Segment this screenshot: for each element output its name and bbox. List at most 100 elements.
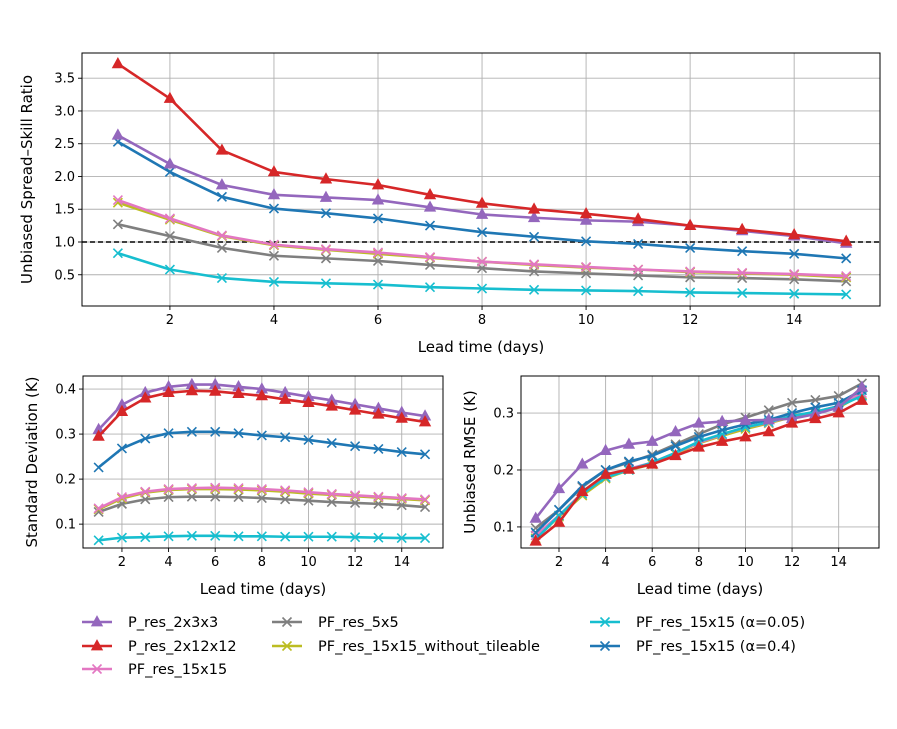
data-point xyxy=(685,287,696,298)
y-tick-label: 0.2 xyxy=(493,463,514,478)
data-point xyxy=(737,288,748,299)
data-point xyxy=(685,242,696,253)
data-point xyxy=(326,438,337,449)
data-point xyxy=(424,259,436,270)
data-point xyxy=(622,462,636,474)
data-point xyxy=(280,486,291,497)
subplot-3: 2 4 6 8 10 12 14 0.1 0.2 0.3 Lead time (days) Unbia… xyxy=(461,375,880,598)
data-point xyxy=(256,531,267,542)
axes-frame xyxy=(82,375,444,549)
legend-label: PF_res_15x15 xyxy=(128,662,227,678)
data-point xyxy=(530,527,541,538)
x-tick-label: 8 xyxy=(478,313,486,328)
data-point xyxy=(476,256,488,267)
legend-entry: P_res_2x3x3 xyxy=(82,615,218,631)
y-axis-label: Unbiased RMSE (K) xyxy=(461,390,479,533)
data-point xyxy=(216,272,228,284)
y-axis-label: Standard Deviation (K) xyxy=(23,376,41,547)
data-point xyxy=(303,488,314,499)
data-point xyxy=(373,443,384,455)
data-point xyxy=(93,503,104,514)
y-tick-label: 0.5 xyxy=(54,268,75,283)
data-point xyxy=(210,530,221,541)
data-point xyxy=(93,535,104,546)
data-point xyxy=(646,434,659,446)
data-point xyxy=(350,532,361,543)
data-point xyxy=(163,531,174,542)
y-tick-label: 0.4 xyxy=(55,383,76,398)
data-point xyxy=(396,533,407,544)
subplot-1: 2 4 6 8 10 12 14 0.5 1.0 1.5 2.0 2.5 3.0 3.5 Lead time… xyxy=(18,52,881,356)
data-point xyxy=(112,248,123,259)
x-tick-label: 6 xyxy=(374,313,382,328)
data-point xyxy=(396,492,407,504)
legend-label: PF_res_5x5 xyxy=(318,615,399,631)
triangle-marker-icon xyxy=(90,639,104,651)
data-point xyxy=(320,208,332,219)
data-point xyxy=(320,278,332,289)
data-point xyxy=(529,511,542,523)
x-axis-label: Lead time (days) xyxy=(200,580,327,598)
data-point xyxy=(303,495,314,506)
data-point xyxy=(256,492,267,504)
x-tick-label: 4 xyxy=(270,313,278,328)
x-axis-label: Lead time (days) xyxy=(418,338,545,356)
data-point xyxy=(92,429,105,441)
data-point xyxy=(319,190,333,202)
data-point xyxy=(424,251,436,263)
data-point xyxy=(350,441,361,452)
data-point xyxy=(528,231,540,242)
data-point xyxy=(647,450,658,461)
x-marker-icon xyxy=(599,640,611,652)
data-point xyxy=(326,488,337,500)
data-point xyxy=(209,384,222,396)
data-point xyxy=(185,384,199,396)
data-point xyxy=(268,276,280,288)
data-point xyxy=(840,234,853,246)
data-point xyxy=(579,213,593,225)
data-point xyxy=(735,222,749,234)
x-tick-label: 6 xyxy=(211,555,219,570)
data-point xyxy=(280,485,291,496)
data-point xyxy=(112,197,123,208)
data-point xyxy=(302,395,315,407)
series-P_res_2x12x12 xyxy=(111,56,853,246)
legend-entry: PF_res_15x15 (α=0.05) xyxy=(590,615,805,631)
data-point xyxy=(325,399,338,411)
data-point xyxy=(737,246,748,257)
x-tick-label: 14 xyxy=(830,555,847,570)
data-point xyxy=(186,483,197,494)
series-PF_res_15x15 (α=0.4) xyxy=(112,136,852,264)
axes-frame xyxy=(81,52,881,307)
data-point xyxy=(646,457,659,469)
data-point xyxy=(255,388,269,401)
data-point xyxy=(789,248,800,259)
data-point xyxy=(115,404,129,416)
data-point xyxy=(210,491,221,502)
y-tick-label: 2.5 xyxy=(54,137,75,152)
data-point xyxy=(715,434,729,446)
data-point xyxy=(395,411,408,423)
data-point xyxy=(475,207,489,219)
y-tick-label: 0.1 xyxy=(55,518,76,533)
data-point xyxy=(631,212,645,224)
series-PF_res_15x15 xyxy=(93,482,431,514)
data-point xyxy=(280,531,291,542)
legend-entry: PF_res_5x5 xyxy=(272,615,399,631)
data-point xyxy=(232,386,245,398)
data-point xyxy=(350,490,361,501)
data-point xyxy=(326,497,337,508)
data-point xyxy=(372,279,384,290)
triangle-marker-icon xyxy=(90,615,104,627)
data-point xyxy=(581,285,592,296)
x-marker-icon xyxy=(599,616,611,628)
data-point xyxy=(215,143,229,155)
legend-label: P_res_2x3x3 xyxy=(128,615,218,631)
data-point xyxy=(256,485,267,496)
y-tick-label: 0.1 xyxy=(493,520,514,535)
data-point xyxy=(841,270,852,282)
data-point xyxy=(685,266,696,277)
x-tick-label: 8 xyxy=(258,555,266,570)
data-point xyxy=(633,238,644,250)
data-point xyxy=(326,531,337,542)
